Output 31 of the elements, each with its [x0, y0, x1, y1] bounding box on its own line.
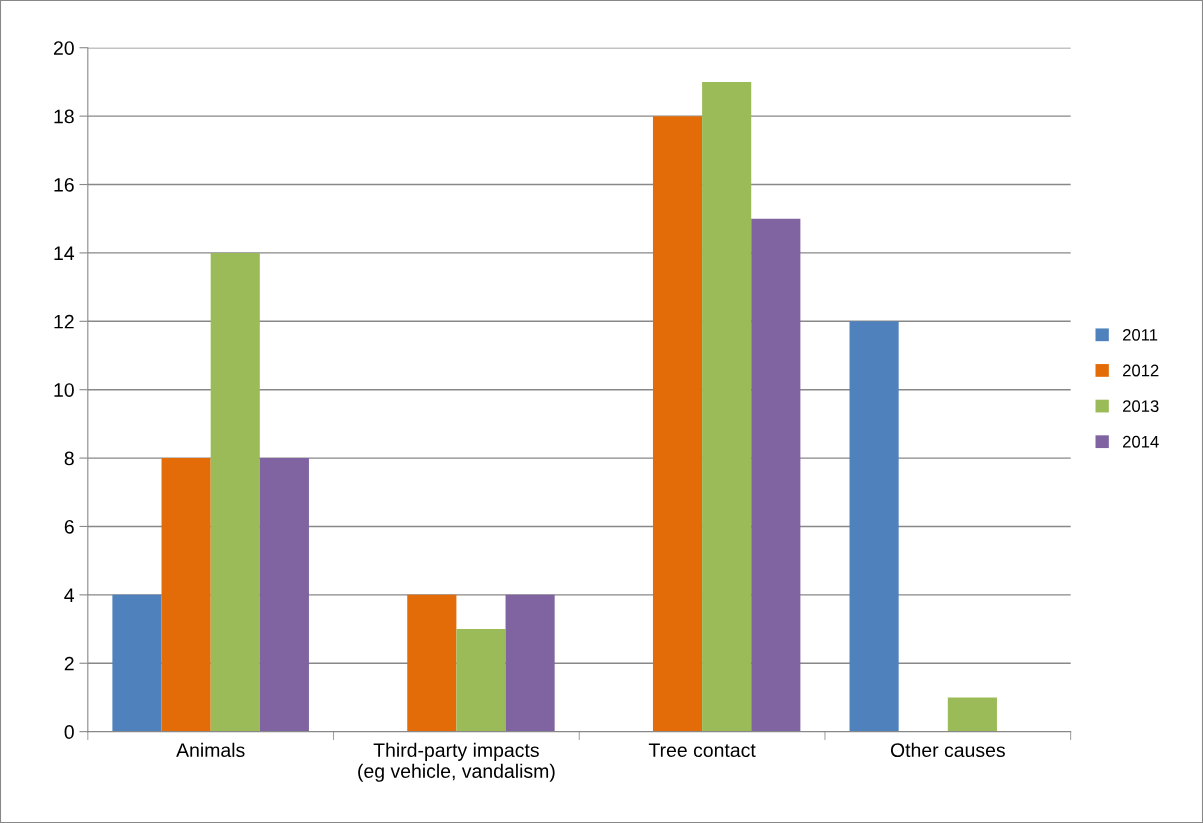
bar — [161, 458, 211, 732]
x-tick-label: Animals — [176, 742, 245, 758]
y-tick-label: 20 — [53, 41, 74, 55]
x-tick-label: Tree contact — [648, 743, 756, 758]
y-tick-label: 18 — [54, 109, 74, 124]
bar — [407, 594, 457, 732]
y-tick-label: 0 — [64, 725, 74, 739]
bar — [210, 252, 260, 732]
y-tick-label: 4 — [64, 588, 75, 602]
legend-label: 2012 — [1123, 364, 1159, 377]
y-tick-label: 16 — [54, 177, 74, 192]
y-tick-label: 2 — [64, 656, 74, 671]
y-tick-label: 14 — [54, 246, 75, 260]
bar — [505, 594, 555, 732]
bar — [259, 458, 309, 732]
bar — [947, 697, 997, 732]
y-tick-label: 12 — [54, 314, 74, 329]
legend-label: 2013 — [1123, 400, 1159, 413]
x-tick-label: Other causes — [890, 742, 1005, 758]
legend-label: 2011 — [1123, 328, 1158, 341]
x-tick-label: Third-party impacts (eg vehicle, vandalism) — [358, 742, 555, 782]
bar — [751, 218, 801, 732]
bar — [456, 629, 506, 732]
legend-label: 2014 — [1123, 435, 1159, 448]
y-tick-label: 6 — [64, 519, 74, 534]
bar — [652, 116, 703, 732]
y-tick-label: 10 — [54, 383, 74, 397]
bar — [849, 321, 899, 732]
bar — [702, 81, 752, 732]
bar — [112, 594, 162, 732]
y-tick-label: 8 — [64, 451, 74, 466]
